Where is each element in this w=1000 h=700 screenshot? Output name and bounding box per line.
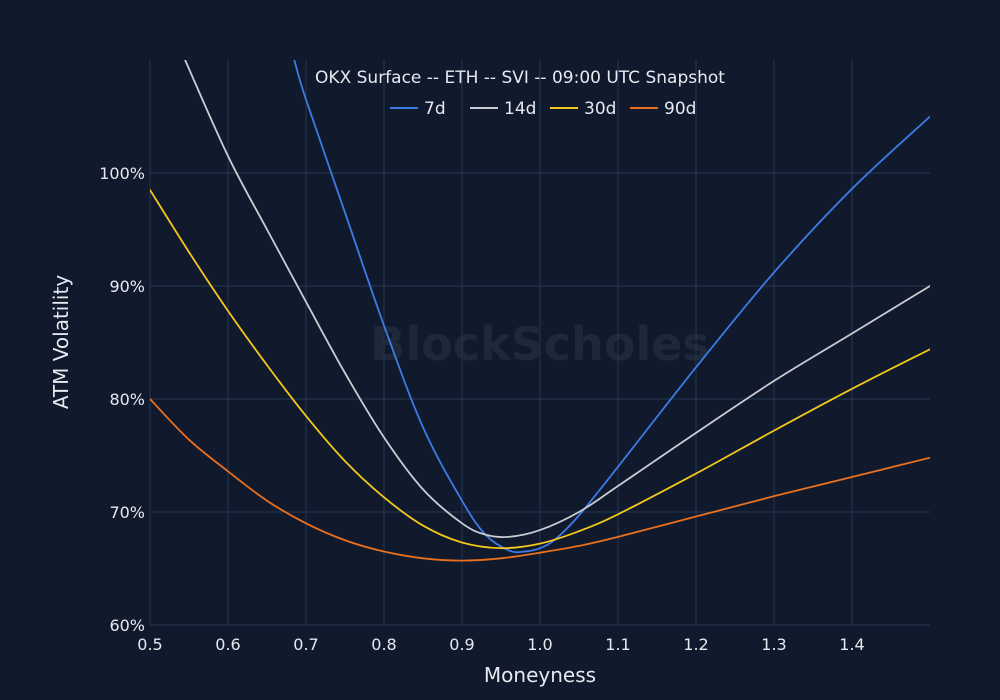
legend-item-90d[interactable]: 90d [630,99,696,119]
legend-item-7d[interactable]: 7d [390,99,446,119]
x-tick-label: 1.3 [761,635,786,654]
legend-item-30d[interactable]: 30d [550,99,616,119]
watermark: BlockScholes [370,317,709,371]
grid [149,60,930,626]
x-tick-label: 0.6 [215,635,240,654]
x-axis-title: Moneyness [484,663,596,687]
series-layer [150,60,930,562]
y-tick-label: 60% [109,616,145,635]
series-line-14d [184,60,930,539]
x-tick-label: 1.2 [683,635,708,654]
y-tick-label: 100% [99,164,145,183]
y-tick-label: 70% [109,503,145,522]
x-tick-label: 1.0 [527,635,552,654]
x-axis-ticks: 0.5 0.6 0.7 0.8 0.9 1.0 1.1 1.2 1.3 1.4 [137,635,864,654]
x-tick-label: 1.4 [839,635,864,654]
y-axis-ticks: 60% 70% 80% 90% 100% [99,164,145,635]
legend-label: 30d [584,99,616,119]
legend[interactable]: 7d 14d 30d 90d [390,99,696,119]
legend-label: 7d [424,99,446,119]
legend-label: 90d [664,99,696,119]
y-tick-label: 80% [109,390,145,409]
chart-title: OKX Surface -- ETH -- SVI -- 09:00 UTC S… [315,68,725,88]
x-tick-label: 0.5 [137,635,162,654]
series-line-7d [293,60,930,554]
series-line-90d [150,398,930,562]
legend-item-14d[interactable]: 14d [470,99,536,119]
x-tick-label: 0.9 [449,635,474,654]
y-axis-title: ATM Volatility [49,275,73,409]
legend-label: 14d [504,99,536,119]
y-tick-label: 90% [109,277,145,296]
x-tick-label: 0.8 [371,635,396,654]
x-tick-label: 1.1 [605,635,630,654]
x-tick-label: 0.7 [293,635,318,654]
series-line-30d [150,189,930,550]
